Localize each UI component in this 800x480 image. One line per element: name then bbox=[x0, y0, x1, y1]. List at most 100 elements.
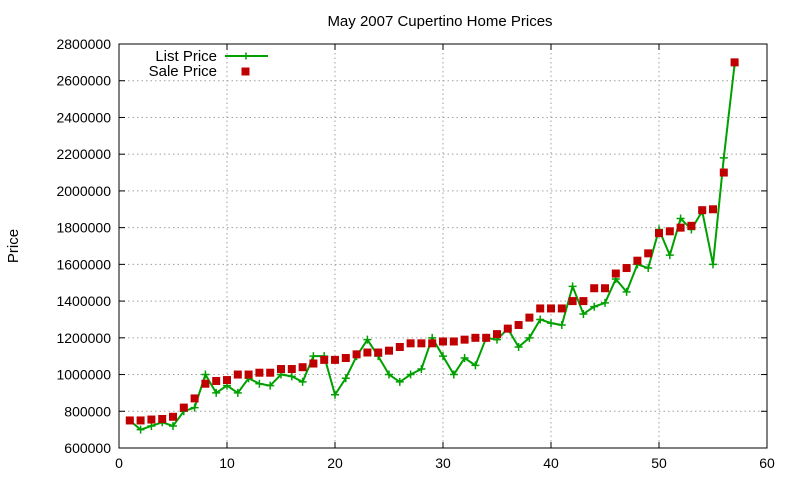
list-price-point bbox=[255, 379, 264, 388]
sale-price-point bbox=[277, 365, 285, 374]
grid bbox=[119, 44, 767, 448]
list-price-point bbox=[579, 309, 588, 318]
sale-price-point bbox=[428, 339, 437, 348]
legend-marker-list-price bbox=[242, 52, 250, 60]
sale-price-point bbox=[493, 330, 501, 339]
list-price-point bbox=[233, 388, 242, 397]
y-tick-label: 2600000 bbox=[56, 73, 111, 89]
sale-price-point bbox=[374, 348, 383, 357]
sale-price-point bbox=[385, 346, 393, 355]
plot-frame bbox=[118, 43, 768, 449]
sale-price-point bbox=[665, 227, 674, 236]
list-price-point bbox=[287, 372, 296, 381]
sale-price-point bbox=[169, 412, 177, 421]
list-price-point bbox=[557, 320, 566, 329]
sale-price-point bbox=[503, 324, 512, 333]
sale-price-point bbox=[698, 206, 707, 215]
sale-price-point bbox=[655, 229, 663, 238]
list-price-point bbox=[601, 298, 609, 307]
chart-title: May 2007 Cupertino Home Prices bbox=[327, 13, 552, 30]
list-price-point bbox=[406, 370, 415, 379]
x-tick-label: 20 bbox=[327, 455, 343, 471]
sale-price-point bbox=[331, 355, 339, 364]
x-tick-labels: 0 10 20 30 40 50 60 bbox=[115, 455, 775, 471]
list-price-point bbox=[547, 319, 555, 328]
list-price-point bbox=[298, 377, 307, 386]
y-tick-label: 1400000 bbox=[56, 293, 111, 309]
sale-price-point bbox=[244, 370, 253, 379]
sale-price-point bbox=[309, 359, 318, 368]
sale-price-point bbox=[622, 264, 631, 273]
list-price-point bbox=[439, 352, 447, 361]
sale-price-point bbox=[547, 304, 555, 313]
y-tick-label: 800000 bbox=[64, 403, 111, 419]
sale-price-point bbox=[601, 284, 609, 293]
list-price-point bbox=[525, 333, 534, 342]
list-price-point bbox=[676, 214, 685, 223]
y-tick-label: 1600000 bbox=[56, 256, 111, 272]
sale-price-point bbox=[568, 297, 577, 306]
list-price-point bbox=[568, 282, 577, 291]
sale-price-point bbox=[190, 394, 199, 403]
sale-price-point bbox=[147, 415, 156, 424]
list-price-point bbox=[169, 421, 177, 430]
list-price-point bbox=[212, 388, 221, 397]
sale-price-point bbox=[730, 58, 739, 67]
sale-price-point bbox=[201, 379, 210, 388]
x-tick-label: 40 bbox=[543, 455, 559, 471]
sale-price-point bbox=[719, 168, 728, 177]
list-price-point bbox=[331, 390, 339, 399]
y-tick-label: 1800000 bbox=[56, 220, 111, 236]
sale-price-point bbox=[633, 256, 642, 265]
list-price-point bbox=[385, 370, 393, 379]
list-price-point bbox=[590, 302, 599, 311]
sale-price-point bbox=[644, 249, 653, 258]
y-tick-label: 2800000 bbox=[56, 36, 111, 52]
list-price-point bbox=[363, 335, 372, 344]
list-price-point bbox=[709, 260, 717, 269]
sale-price-point bbox=[709, 205, 717, 214]
sale-price-point bbox=[212, 376, 221, 385]
sale-price-point bbox=[417, 339, 426, 348]
list-price-point bbox=[665, 251, 674, 260]
sale-price-point bbox=[687, 221, 696, 230]
sale-price-point bbox=[514, 320, 523, 329]
list-price-point bbox=[719, 153, 728, 162]
list-price-point bbox=[266, 381, 275, 390]
list-price-point bbox=[395, 377, 404, 386]
sale-price-point bbox=[611, 269, 620, 278]
sale-price-point bbox=[363, 348, 372, 357]
sale-price-point bbox=[298, 363, 307, 372]
sale-price-point bbox=[579, 297, 588, 306]
list-price-point bbox=[460, 354, 469, 363]
list-price-point bbox=[514, 343, 523, 351]
sale-price-point bbox=[536, 304, 545, 313]
sale-price-point bbox=[223, 376, 231, 385]
sale-price-point bbox=[471, 333, 480, 342]
list-price-point bbox=[449, 370, 458, 379]
list-price-point bbox=[471, 361, 480, 370]
sale-price-point bbox=[676, 223, 685, 232]
list-price-point bbox=[417, 365, 426, 374]
series-line-list-price bbox=[129, 64, 736, 431]
y-tick-label: 2000000 bbox=[56, 183, 111, 199]
list-price-point bbox=[644, 264, 653, 273]
y-tick-label: 1200000 bbox=[56, 330, 111, 346]
sale-price-point bbox=[439, 337, 447, 346]
sale-price-point bbox=[287, 365, 296, 374]
sale-price-point bbox=[125, 416, 134, 425]
y-tick-label: 2400000 bbox=[56, 109, 111, 125]
sale-price-point bbox=[460, 335, 469, 344]
x-tick-label: 60 bbox=[759, 455, 775, 471]
sale-price-point bbox=[395, 343, 404, 351]
x-tick-label: 10 bbox=[219, 455, 235, 471]
list-price-point bbox=[536, 315, 545, 324]
sale-price-point bbox=[266, 368, 275, 377]
y-tick-label: 1000000 bbox=[56, 367, 111, 383]
legend-label-list-price: List Price bbox=[155, 48, 217, 65]
list-price-point bbox=[201, 370, 210, 379]
y-axis-label: Price bbox=[5, 229, 22, 263]
y-tick-label: 600000 bbox=[64, 440, 111, 456]
sale-price-point bbox=[482, 333, 491, 342]
sale-price-point bbox=[255, 368, 264, 377]
